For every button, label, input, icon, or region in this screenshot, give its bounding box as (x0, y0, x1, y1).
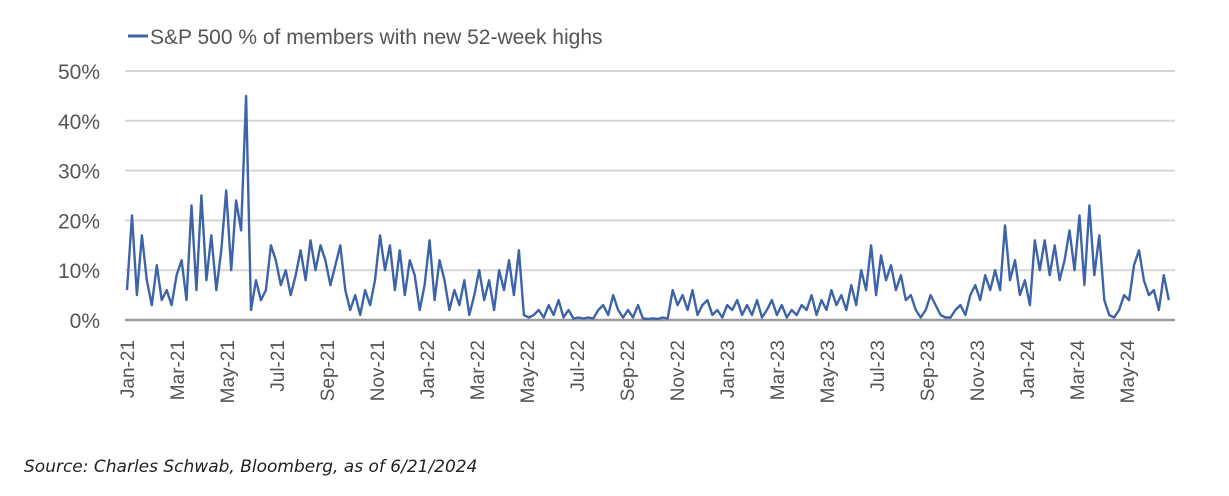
x-tick-label: Mar-23 (768, 340, 789, 400)
x-tick-label: Jan-21 (118, 340, 139, 398)
x-tick-label: Jul-21 (268, 340, 289, 392)
line-chart: 0% 10% 20% 30% 40% 50% Jan-21 Mar-21 May-21 Jul-… (58, 26, 1175, 404)
y-tick-label: 10% (58, 260, 100, 283)
x-tick-label: Jan-23 (718, 340, 739, 398)
x-tick-label: Nov-22 (668, 340, 689, 401)
y-tick-label: 20% (58, 210, 100, 233)
x-tick-label: Jul-23 (868, 340, 889, 392)
x-tick-label: Nov-21 (368, 340, 389, 401)
series-line (125, 94, 1170, 321)
legend: S&P 500 % of members with new 52-week hi… (128, 26, 603, 49)
y-tick-label: 50% (58, 61, 100, 84)
x-tick-label: Mar-21 (168, 340, 189, 400)
source-note: Source: Charles Schwab, Bloomberg, as of… (24, 457, 478, 477)
x-tick-label: Sep-23 (918, 340, 939, 401)
x-tick-label: Nov-23 (968, 340, 989, 401)
y-tick-label: 30% (58, 161, 100, 184)
x-tick-label: May-21 (218, 340, 239, 403)
y-tick-label: 40% (58, 111, 100, 134)
legend-label: S&P 500 % of members with new 52-week hi… (150, 26, 603, 49)
x-tick-label: May-24 (1118, 340, 1139, 404)
x-tick-label: Mar-22 (468, 340, 489, 400)
x-tick-label: Mar-24 (1068, 340, 1089, 401)
x-tick-label: Jan-22 (418, 340, 439, 398)
y-tick-label: 0% (70, 310, 100, 333)
x-tick-label: May-23 (818, 340, 839, 403)
x-tick-label: Jul-22 (568, 340, 589, 392)
x-tick-label: May-22 (518, 340, 539, 403)
x-tick-label: Sep-22 (618, 340, 639, 401)
x-tick-label: Sep-21 (318, 340, 339, 401)
x-tick-label: Jan-24 (1018, 340, 1039, 399)
